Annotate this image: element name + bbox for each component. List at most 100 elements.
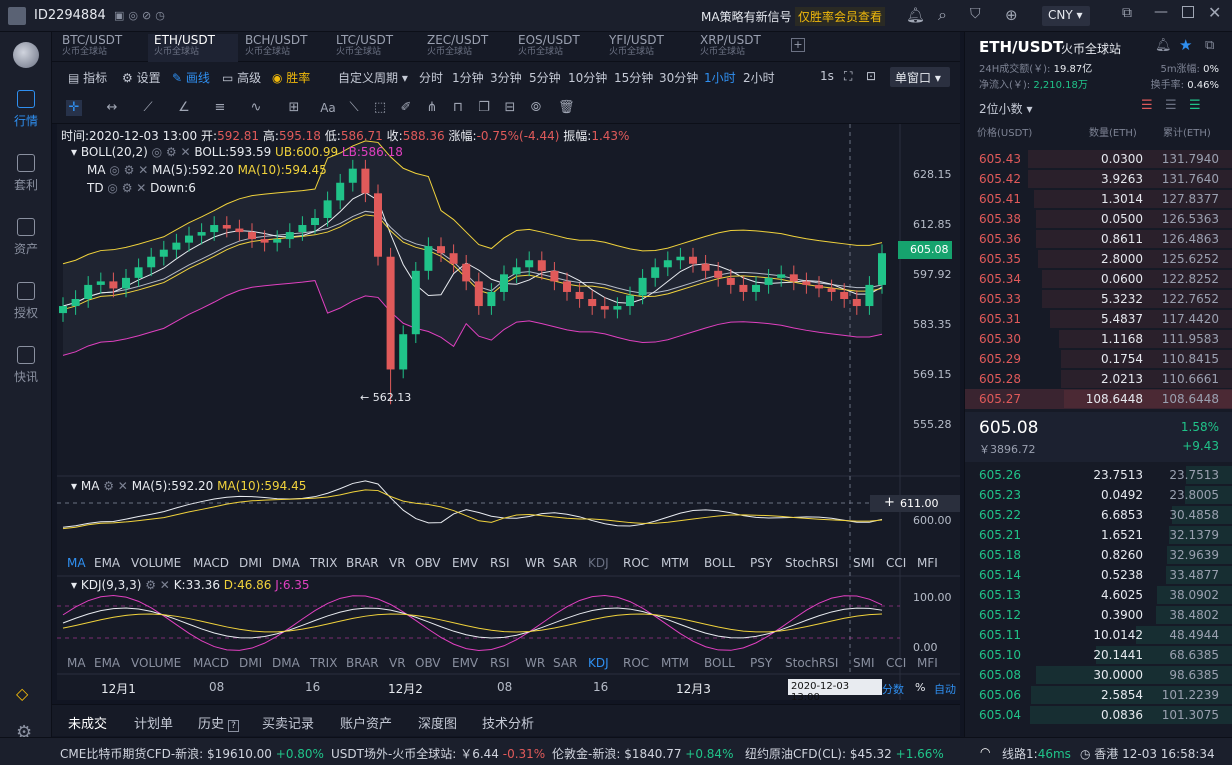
indicator-tab-kdj[interactable]: KDJ [588, 656, 609, 670]
period-option[interactable]: 5分钟 [529, 71, 561, 85]
orderbook-row[interactable]: 605.29 0.1754 110.8415 [965, 349, 1232, 369]
period-option[interactable]: 1分钟 [452, 71, 484, 85]
indicator-tab-obv[interactable]: OBV [415, 656, 441, 670]
tab-history[interactable]: 历史 ? [198, 713, 239, 732]
orderbook-row[interactable]: 605.23 0.0492 23.8005 [965, 485, 1232, 505]
orderbook-row[interactable]: 605.42 3.9263 131.7640 [965, 169, 1232, 189]
parallel-lines-icon[interactable]: ≡ [214, 100, 226, 115]
ticker-item[interactable]: CME比特币期货CFD-新浪: $19610.00 +0.80% [60, 745, 324, 762]
symbol-tab[interactable]: YFI/USDT 火币全球站 [609, 34, 699, 58]
indicator-tab-roc[interactable]: ROC [623, 656, 650, 670]
view-bids-icon[interactable]: ☰ [1189, 98, 1201, 113]
bell-icon[interactable]: 🔔︎ [1155, 38, 1172, 53]
diamond-icon[interactable]: ◇ [16, 684, 29, 703]
indicator-tab-wr[interactable]: WR [525, 556, 546, 570]
indicator-tab-rsi[interactable]: RSI [490, 556, 510, 570]
lock-icon[interactable]: ⊓ [452, 100, 464, 115]
percent-button[interactable]: % [915, 681, 926, 694]
plus-icon[interactable]: + [884, 495, 895, 510]
trash-icon[interactable]: 🗑︎ [558, 100, 575, 115]
indicator-tab-dmi[interactable]: DMI [239, 556, 263, 570]
period-option[interactable]: 30分钟 [659, 71, 699, 85]
ticker-item[interactable]: USDT场外-火币全球站: ￥6.44 -0.31% [331, 745, 545, 762]
angle-icon[interactable]: ∠ [178, 100, 190, 115]
indicator-tab-rsi[interactable]: RSI [490, 656, 510, 670]
orderbook-row[interactable]: 605.18 0.8260 32.9639 [965, 545, 1232, 565]
orderbook-row[interactable]: 605.12 0.3900 38.4802 [965, 605, 1232, 625]
indicator-tab-sar[interactable]: SAR [553, 556, 578, 570]
indicator-tab-mfi[interactable]: MFI [917, 556, 938, 570]
tab-trades[interactable]: 买卖记录 [262, 717, 315, 732]
indicator-tab-brar[interactable]: BRAR [346, 556, 379, 570]
advanced-button[interactable]: ▭ 高级 [222, 71, 262, 85]
indicator-tab-psy[interactable]: PSY [750, 656, 773, 670]
indicator-tab-obv[interactable]: OBV [415, 556, 441, 570]
nav-authorize[interactable]: 授权 [0, 282, 52, 321]
indicator-button[interactable]: ▤ 指标 [68, 71, 108, 85]
indicator-tab-ma[interactable]: MA [67, 656, 86, 670]
symbol-tab[interactable]: BCH/USDT 火币全球站 [245, 34, 335, 58]
orderbook-row[interactable]: 605.21 1.6521 32.1379 [965, 525, 1232, 545]
winrate-button[interactable]: ◉ 胜率 [272, 71, 311, 85]
period-option[interactable]: 10分钟 [568, 71, 608, 85]
nav-quotes[interactable]: 行情 [0, 90, 52, 129]
candlestick-chart[interactable] [57, 124, 960, 700]
ticker-item[interactable]: 纽约原油CFD(CL): $45.32 +1.66% [745, 745, 944, 762]
tab-depth[interactable]: 深度图 [418, 717, 458, 732]
indicator-tab-kdj[interactable]: KDJ [588, 556, 609, 570]
indicator-tab-dma[interactable]: DMA [272, 556, 300, 570]
orderbook-row[interactable]: 605.27 108.6448 108.6448 [965, 389, 1232, 409]
fullscreen-icon[interactable]: ⛶ [844, 69, 853, 83]
nav-arbitrage[interactable]: 套利 [0, 154, 52, 193]
orderbook-row[interactable]: 605.36 0.8611 126.4863 [965, 229, 1232, 249]
orderbook-row[interactable]: 605.11 10.0142 48.4944 [965, 625, 1232, 645]
orderbook-row[interactable]: 605.43 0.0300 131.7940 [965, 149, 1232, 169]
orderbook-row[interactable]: 605.31 5.4837 117.4420 [965, 309, 1232, 329]
indicator-tab-mtm[interactable]: MTM [661, 556, 690, 570]
orderbook-row[interactable]: 605.06 2.5854 101.2239 [965, 685, 1232, 705]
grid-icon[interactable]: ⊞ [288, 100, 300, 115]
indicator-tab-mtm[interactable]: MTM [661, 656, 690, 670]
indicator-tab-cci[interactable]: CCI [886, 556, 907, 570]
eye-icon[interactable]: ◎ ⚙ ✕ [151, 145, 191, 159]
measure-icon[interactable]: ⬚ [373, 100, 387, 115]
one-second-button[interactable]: 1s [820, 69, 834, 83]
indicator-tab-roc[interactable]: ROC [623, 556, 650, 570]
indicator-tab-volume[interactable]: VOLUME [131, 656, 182, 670]
indicator-tab-ema[interactable]: EMA [94, 556, 121, 570]
indicator-tab-macd[interactable]: MACD [193, 656, 229, 670]
orderbook-row[interactable]: 605.41 1.3014 127.8377 [965, 189, 1232, 209]
ma-panel-controls-icon[interactable]: ⚙ ✕ [103, 479, 128, 493]
score-button[interactable]: 分数 [882, 683, 904, 696]
indicator-tab-vr[interactable]: VR [389, 656, 406, 670]
indicator-tab-cci[interactable]: CCI [886, 656, 907, 670]
currency-select[interactable]: CNY ▾ [1042, 6, 1090, 26]
symbol-tab[interactable]: BTC/USDT 火币全球站 [62, 34, 152, 58]
indicator-tab-ma[interactable]: MA [67, 556, 86, 570]
indicator-tab-trix[interactable]: TRIX [310, 556, 338, 570]
strategy-signal-text[interactable]: MA策略有新信号 [701, 10, 792, 24]
tab-plan-orders[interactable]: 计划单 [134, 717, 174, 732]
indicator-tab-stochrsi[interactable]: StochRSI [785, 556, 839, 570]
orderbook-row[interactable]: 605.13 4.6025 38.0902 [965, 585, 1232, 605]
orderbook-row[interactable]: 605.22 6.6853 30.4858 [965, 505, 1232, 525]
view-both-icon[interactable]: ☰ [1165, 98, 1177, 113]
orderbook-row[interactable]: 605.08 30.0000 98.6385 [965, 665, 1232, 685]
indicator-tab-psy[interactable]: PSY [750, 556, 773, 570]
ruler-icon[interactable]: ⟍ [349, 100, 359, 115]
minimize-icon[interactable]: — [1154, 4, 1168, 20]
orderbook-row[interactable]: 605.10 20.1441 68.6385 [965, 645, 1232, 665]
indicator-tab-trix[interactable]: TRIX [310, 656, 338, 670]
wave-icon[interactable]: ∿ [250, 100, 262, 115]
settings-button[interactable]: ⚙ 设置 [122, 71, 161, 85]
indicator-tab-volume[interactable]: VOLUME [131, 556, 182, 570]
hide-icon[interactable]: ⊟ [504, 100, 516, 115]
popout-icon[interactable]: ⧉ [1122, 5, 1132, 21]
indicator-tab-dmi[interactable]: DMI [239, 656, 263, 670]
star-icon[interactable]: ★ [1179, 36, 1193, 54]
period-option[interactable]: 15分钟 [614, 71, 654, 85]
window-select[interactable]: 单窗口 ▾ [890, 67, 950, 87]
close-icon[interactable]: ✕ [1208, 3, 1222, 22]
brush-icon[interactable]: ✐ [400, 100, 412, 115]
globe-icon[interactable]: ⊕ [1005, 6, 1018, 24]
